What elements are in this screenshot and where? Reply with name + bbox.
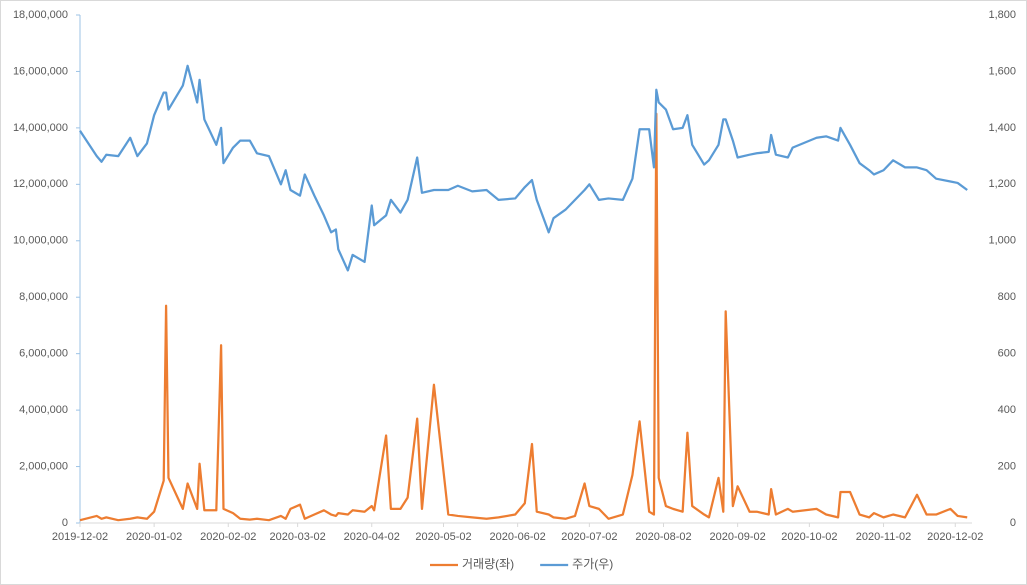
y2-tick-label: 600 bbox=[998, 348, 1016, 360]
y-tick-label: 8,000,000 bbox=[19, 291, 68, 303]
y2-tick-label: 200 bbox=[998, 460, 1016, 472]
x-tick-label: 2020-02-02 bbox=[200, 531, 256, 543]
x-tick-label: 2020-09-02 bbox=[710, 531, 766, 543]
y2-tick-label: 0 bbox=[1010, 517, 1016, 529]
y-tick-label: 14,000,000 bbox=[13, 122, 68, 134]
x-tick-label: 2019-12-02 bbox=[52, 531, 108, 543]
x-tick-label: 2020-08-02 bbox=[635, 531, 691, 543]
x-tick-label: 2020-04-02 bbox=[344, 531, 400, 543]
y2-tick-label: 1,800 bbox=[988, 9, 1016, 21]
y-tick-label: 2,000,000 bbox=[19, 460, 68, 472]
x-tick-label: 2020-03-02 bbox=[269, 531, 325, 543]
x-tick-label: 2020-06-02 bbox=[489, 531, 545, 543]
y2-tick-label: 1,600 bbox=[988, 65, 1016, 77]
legend-label: 주가(우) bbox=[572, 557, 613, 571]
y-tick-label: 16,000,000 bbox=[13, 65, 68, 77]
y2-tick-label: 1,200 bbox=[988, 178, 1016, 190]
legend-label: 거래량(좌) bbox=[462, 557, 514, 571]
y-tick-label: 6,000,000 bbox=[19, 348, 68, 360]
x-tick-label: 2020-11-02 bbox=[856, 531, 911, 543]
y-tick-label: 12,000,000 bbox=[13, 178, 68, 190]
y2-tick-label: 1,000 bbox=[988, 235, 1016, 247]
x-tick-label: 2020-12-02 bbox=[927, 531, 983, 543]
series-line bbox=[79, 64, 968, 272]
y-tick-label: 0 bbox=[62, 517, 68, 529]
x-tick-label: 2020-07-02 bbox=[561, 531, 617, 543]
y-tick-label: 4,000,000 bbox=[19, 404, 68, 416]
x-tick-label: 2020-05-02 bbox=[415, 531, 471, 543]
y-tick-label: 10,000,000 bbox=[13, 235, 68, 247]
y2-tick-label: 800 bbox=[998, 291, 1016, 303]
y2-tick-label: 1,400 bbox=[988, 122, 1016, 134]
y2-tick-label: 400 bbox=[998, 404, 1016, 416]
series-line bbox=[79, 112, 968, 522]
y-tick-label: 18,000,000 bbox=[13, 9, 68, 21]
x-tick-label: 2020-01-02 bbox=[126, 531, 182, 543]
x-tick-label: 2020-10-02 bbox=[781, 531, 837, 543]
